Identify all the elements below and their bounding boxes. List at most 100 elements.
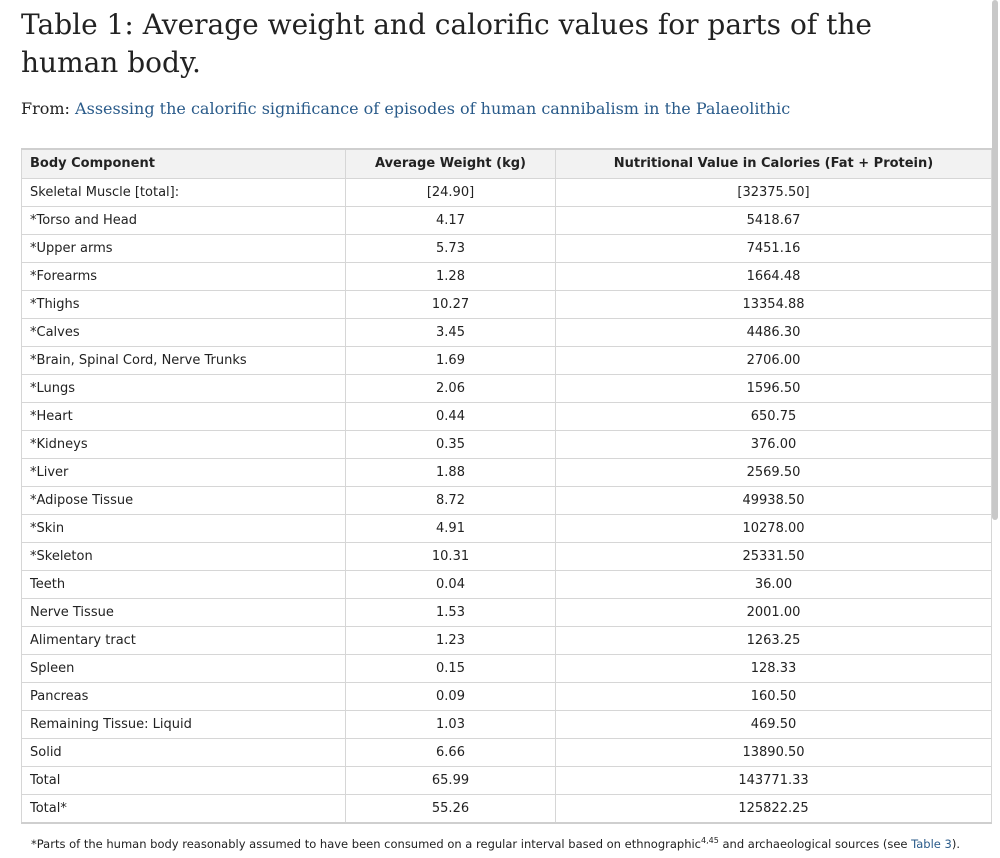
cell-average-weight: 4.91 [345,513,556,543]
table-row: *Heart 0.44 650.75 [21,401,992,431]
cell-average-weight: 1.03 [345,709,556,739]
cell-nutritional-value: 2569.50 [555,457,992,487]
cell-average-weight: 3.45 [345,317,556,347]
table-row: Teeth 0.04 36.00 [21,569,992,599]
cell-nutritional-value: 1664.48 [555,261,992,291]
cell-body-component: *Brain, Spinal Cord, Nerve Trunks [21,345,346,375]
table-row: *Upper arms 5.73 7451.16 [21,233,992,263]
cell-body-component: *Heart [21,401,346,431]
cell-nutritional-value: 143771.33 [555,765,992,795]
cell-nutritional-value: 469.50 [555,709,992,739]
cell-nutritional-value: 376.00 [555,429,992,459]
cell-average-weight: 1.69 [345,345,556,375]
cell-nutritional-value: 1596.50 [555,373,992,403]
table-row: *Thighs 10.27 13354.88 [21,289,992,319]
table-row: *Brain, Spinal Cord, Nerve Trunks 1.69 270… [21,345,992,375]
table-row: *Lungs 2.06 1596.50 [21,373,992,403]
footnote-text: *Parts of the human body reasonably assu… [31,836,702,851]
table-row: *Adipose Tissue 8.72 49938.50 [21,485,992,515]
cell-body-component: Total* [21,793,346,824]
table-row: *Liver 1.88 2569.50 [21,457,992,487]
cell-average-weight: 5.73 [345,233,556,263]
table-row: *Skin 4.91 10278.00 [21,513,992,543]
table-row: *Forearms 1.28 1664.48 [21,261,992,291]
cell-body-component: Skeletal Muscle [total]: [21,177,346,207]
table-row: *Calves 3.45 4486.30 [21,317,992,347]
cell-body-component: Remaining Tissue: Liquid [21,709,346,739]
cell-nutritional-value: 2706.00 [555,345,992,375]
footnote-text-middle: and archaeological sources (see [718,836,912,851]
cell-nutritional-value: 128.33 [555,653,992,683]
footnote-text-end: ). [951,836,961,851]
cell-body-component: *Skin [21,513,346,543]
cell-nutritional-value: 10278.00 [555,513,992,543]
table-3-link[interactable]: Table 3 [911,836,952,851]
cell-average-weight: 6.66 [345,737,556,767]
table-row: *Torso and Head 4.17 5418.67 [21,205,992,235]
cell-nutritional-value: 160.50 [555,681,992,711]
cell-nutritional-value: 1263.25 [555,625,992,655]
cell-nutritional-value: 25331.50 [555,541,992,571]
cell-body-component: Pancreas [21,681,346,711]
page-title: Table 1: Average weight and calorific va… [21,8,872,79]
cell-average-weight: [24.90] [345,177,556,207]
cell-average-weight: 0.35 [345,429,556,459]
header-average-weight: Average Weight (kg) [345,148,556,179]
table-row: Skeletal Muscle [total]: [24.90] [32375.50… [21,177,992,207]
cell-body-component: *Adipose Tissue [21,485,346,515]
data-table: Body Component Average Weight (kg) Nutri… [21,148,992,824]
table-row: Total* 55.26 125822.25 [21,793,992,824]
cell-average-weight: 55.26 [345,793,556,824]
cell-nutritional-value: 2001.00 [555,597,992,627]
table-row: Solid 6.66 13890.50 [21,737,992,767]
cell-body-component: *Skeleton [21,541,346,571]
cell-average-weight: 0.04 [345,569,556,599]
cell-body-component: Spleen [21,653,346,683]
cell-nutritional-value: 49938.50 [555,485,992,515]
cell-body-component: Teeth [21,569,346,599]
table-row: Remaining Tissue: Liquid 1.03 469.50 [21,709,992,739]
cell-nutritional-value: 13890.50 [555,737,992,767]
cell-nutritional-value: 4486.30 [555,317,992,347]
cell-average-weight: 0.15 [345,653,556,683]
footnote-citation[interactable]: 4,45 [701,835,719,845]
table-row: Alimentary tract 1.23 1263.25 [21,625,992,655]
cell-body-component: *Calves [21,317,346,347]
cell-average-weight: 65.99 [345,765,556,795]
table-row: *Skeleton 10.31 25331.50 [21,541,992,571]
cell-average-weight: 0.44 [345,401,556,431]
cell-average-weight: 10.31 [345,541,556,571]
cell-average-weight: 0.09 [345,681,556,711]
scrollbar-thumb[interactable] [992,0,998,520]
cell-average-weight: 2.06 [345,373,556,403]
table-row: Nerve Tissue 1.53 2001.00 [21,597,992,627]
source-line: From: Assessing the calorific significan… [21,98,993,120]
cell-body-component: *Upper arms [21,233,346,263]
cell-average-weight: 1.88 [345,457,556,487]
cell-body-component: Total [21,765,346,795]
cell-body-component: Alimentary tract [21,625,346,655]
cell-nutritional-value: [32375.50] [555,177,992,207]
cell-body-component: *Lungs [21,373,346,403]
header-nutritional-value: Nutritional Value in Calories (Fat + Pro… [555,148,992,179]
table-footnote: *Parts of the human body reasonably assu… [21,833,993,852]
cell-body-component: *Thighs [21,289,346,319]
cell-nutritional-value: 650.75 [555,401,992,431]
cell-body-component: *Forearms [21,261,346,291]
cell-nutritional-value: 5418.67 [555,205,992,235]
table-row: Total 65.99 143771.33 [21,765,992,795]
cell-nutritional-value: 13354.88 [555,289,992,319]
table-header-row: Body Component Average Weight (kg) Nutri… [21,148,992,179]
cell-average-weight: 1.53 [345,597,556,627]
cell-average-weight: 1.28 [345,261,556,291]
cell-average-weight: 1.23 [345,625,556,655]
article-page: Table 1: Average weight and calorific va… [21,0,993,851]
cell-body-component: *Kidneys [21,429,346,459]
cell-average-weight: 4.17 [345,205,556,235]
source-article-link[interactable]: Assessing the calorific significance of … [75,99,791,118]
header-body-component: Body Component [21,148,346,179]
table-row: Pancreas 0.09 160.50 [21,681,992,711]
cell-nutritional-value: 36.00 [555,569,992,599]
cell-body-component: *Liver [21,457,346,487]
cell-body-component: Solid [21,737,346,767]
